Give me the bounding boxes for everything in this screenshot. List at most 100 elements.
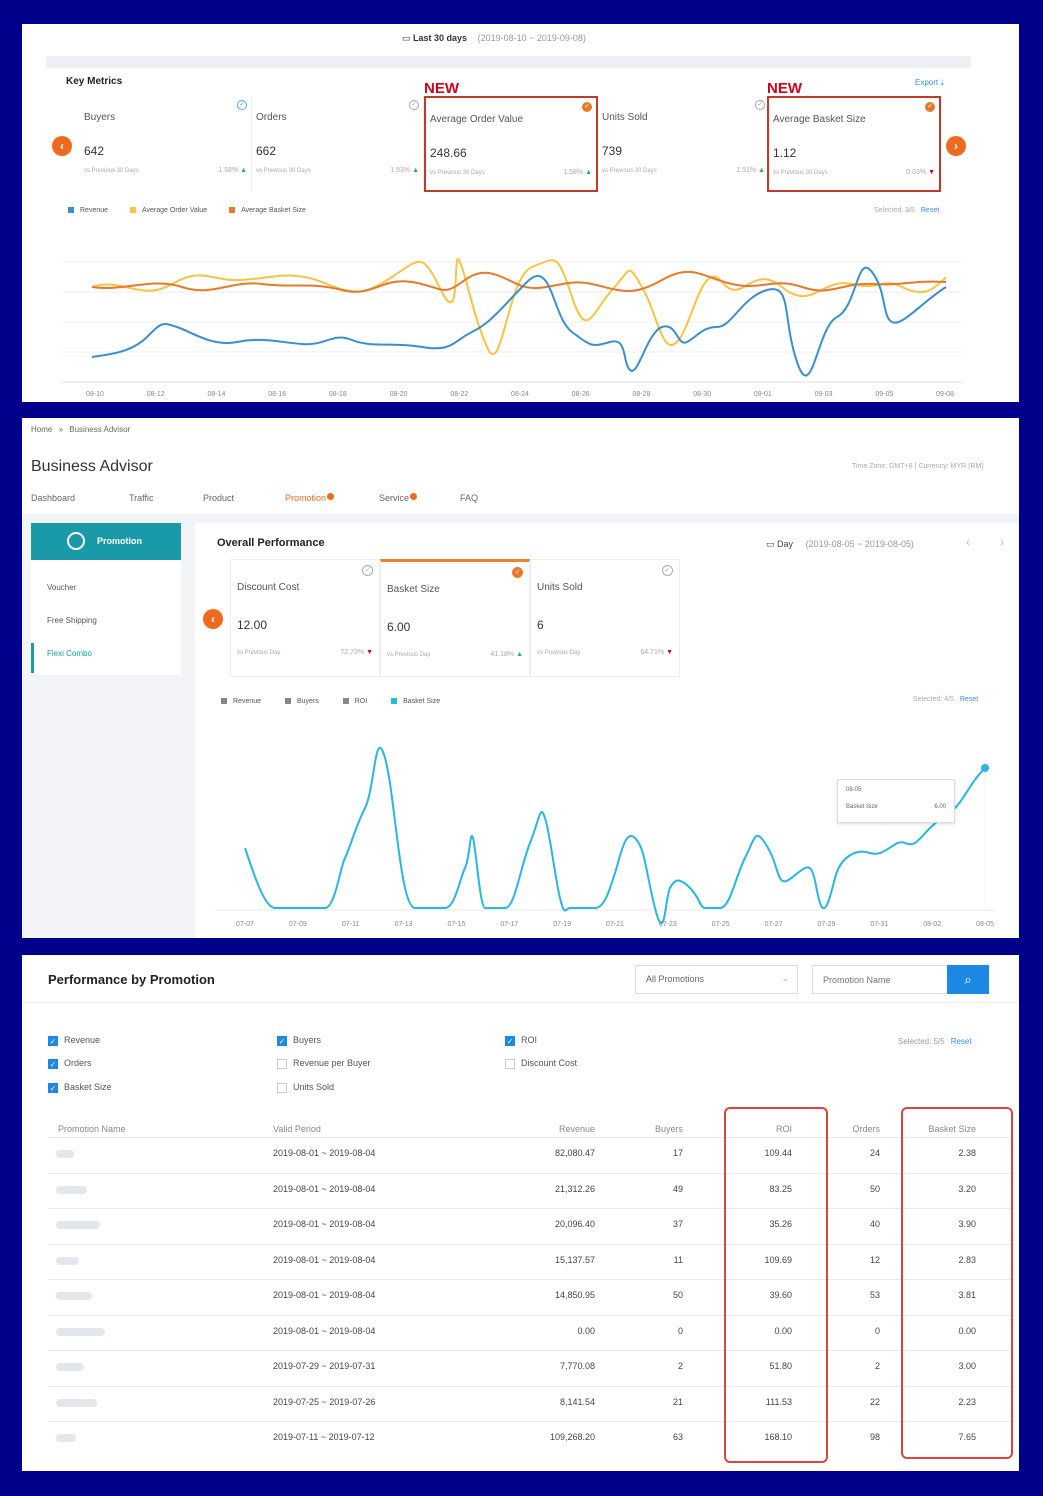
next-arrow-button[interactable]: › — [946, 136, 966, 156]
calendar-icon: ▭ — [766, 539, 775, 549]
check-icon[interactable]: ✓ — [755, 100, 765, 110]
promotion-name-search-input[interactable] — [812, 965, 948, 994]
cell-revenue: 21,312.26 — [554, 1183, 595, 1194]
next-period-icon[interactable]: › — [1000, 535, 1004, 549]
metric-card-average-basket-size[interactable]: ✓ Average Basket Size 1.12 vs Previous 3… — [767, 96, 941, 192]
up-arrow-icon: ▲ — [412, 167, 419, 174]
metric-name: Orders — [256, 112, 287, 123]
series-revenue — [91, 266, 947, 377]
tab-promotion[interactable]: Promotion — [285, 493, 335, 503]
checkbox-basket-size[interactable]: ✓ Basket Size — [48, 1082, 112, 1093]
checkbox-revenue-per-buyer[interactable]: Revenue per Buyer — [277, 1058, 371, 1069]
promotion-filter-select[interactable]: All Promotions ⌄ — [635, 965, 798, 994]
key-metrics-line-chart: 08-10 08-12 08-14 08-16 08-18 08-20 08-22 08-24… — [62, 258, 962, 398]
tab-service[interactable]: Service — [379, 493, 418, 503]
breadcrumb-current: Business Advisor — [69, 425, 131, 434]
cell-revenue: 0.00 — [577, 1325, 595, 1336]
check-icon[interactable]: ✓ — [512, 567, 523, 578]
cell-basket: 7.65 — [958, 1432, 976, 1442]
check-icon[interactable]: ✓ — [237, 100, 247, 110]
date-picker[interactable]: ▭ Last 30 days (2019-08-10 ~ 2019-09-08) — [402, 33, 586, 44]
series-basket-size — [244, 747, 986, 925]
check-icon[interactable]: ✓ — [362, 565, 373, 576]
metric-compare: vs Previous 30 Days — [84, 168, 139, 174]
column-header-valid-period: Valid Period — [273, 1124, 321, 1134]
breadcrumb-home[interactable]: Home — [31, 425, 53, 434]
check-icon[interactable]: ✓ — [925, 102, 935, 112]
cell-period: 2019-08-01 ~ 2019-08-04 — [273, 1325, 376, 1336]
notification-dot — [410, 493, 418, 500]
metric-card-units-sold[interactable]: ✓ Units Sold 739 vs Previous 30 Days 1.5… — [598, 96, 770, 192]
pct: 1.58% — [218, 167, 239, 174]
metric-card-orders[interactable]: ✓ Orders 662 vs Previous 30 Days 1.53% ▲ — [252, 96, 424, 192]
metric-card-discount-cost[interactable]: ✓ Discount Cost 12.00 vs Previous Day 72… — [230, 559, 380, 677]
check-icon[interactable]: ✓ — [662, 565, 673, 576]
x-tick-label: 07-29 — [817, 921, 835, 928]
checkbox-revenue[interactable]: ✓ Revenue — [48, 1035, 100, 1046]
x-tick-label: 07-27 — [765, 921, 783, 928]
prev-arrow-button[interactable]: ‹ — [52, 136, 72, 156]
x-tick-label: 07-31 — [870, 921, 888, 928]
export-link[interactable]: Export ⤓ — [915, 78, 944, 88]
checkbox-orders[interactable]: ✓ Orders — [48, 1058, 92, 1069]
legend-item-abs[interactable]: Average Basket Size — [229, 207, 306, 214]
sidebar-item-flexi-combo[interactable]: Flexi Combo — [47, 649, 92, 658]
metric-card-units-sold[interactable]: ✓ Units Sold 6 vs Previous Day 64.71% ▼ — [530, 559, 680, 677]
metric-name: Buyers — [84, 112, 116, 123]
redacted-promotion-name — [56, 1398, 97, 1407]
check-icon[interactable]: ✓ — [409, 100, 419, 110]
metric-compare: vs Previous Day — [387, 652, 431, 658]
metric-card-average-order-value[interactable]: ✓ Average Order Value 248.66 vs Previous… — [424, 96, 598, 192]
legend-swatch — [129, 207, 136, 214]
x-tick-label: 08-12 — [147, 391, 165, 398]
tab-faq[interactable]: FAQ — [460, 493, 479, 503]
tab-traffic[interactable]: Traffic — [129, 493, 154, 503]
reset-link[interactable]: Reset — [950, 1037, 972, 1046]
metric-card-buyers[interactable]: ✓ Buyers 642 vs Previous 30 Days 1.58% ▲ — [80, 96, 252, 192]
cell-basket: 3.90 — [958, 1219, 976, 1229]
cell-orders: 12 — [869, 1254, 880, 1265]
checkbox-icon — [277, 1058, 287, 1069]
reset-link[interactable]: Reset — [959, 696, 979, 703]
legend-item-roi[interactable]: ROI — [342, 698, 368, 705]
legend-item-aov[interactable]: Average Order Value — [129, 207, 207, 214]
highlight-basket-size-column — [901, 1107, 1013, 1459]
legend-label: ROI — [354, 698, 368, 705]
series-average-order-value — [91, 258, 947, 356]
series-average-basket-size — [91, 271, 947, 293]
legend-item-revenue[interactable]: Revenue — [221, 698, 261, 705]
redacted-promotion-name — [56, 1363, 84, 1371]
prev-arrow-button[interactable]: ‹ — [203, 609, 223, 629]
checkbox-roi[interactable]: ✓ ROI — [505, 1035, 537, 1046]
tab-dashboard[interactable]: Dashboard — [31, 493, 76, 503]
legend-item-basket-size[interactable]: Basket Size — [391, 698, 440, 705]
period-picker[interactable]: ▭ Day (2019-08-05 ~ 2019-08-05) — [766, 539, 914, 550]
pct: 1.51% — [736, 167, 757, 174]
x-tick-label: 08-10 — [86, 391, 104, 398]
selected-count: Selected: 3/5 Reset — [874, 207, 939, 214]
column-header-buyers: Buyers — [654, 1124, 683, 1134]
prev-period-icon[interactable]: ‹ — [966, 535, 970, 549]
sidebar-item-free-shipping[interactable]: Free Shipping — [47, 616, 97, 625]
legend-item-buyers[interactable]: Buyers — [284, 698, 319, 705]
search-button[interactable]: ⌕ — [947, 965, 989, 994]
reset-link[interactable]: Reset — [920, 207, 940, 214]
checkbox-buyers[interactable]: ✓ Buyers — [277, 1035, 321, 1046]
checkbox-discount-cost[interactable]: Discount Cost — [505, 1058, 577, 1069]
sidebar-header[interactable]: Promotion — [31, 523, 181, 560]
x-tick-label: 08-16 — [268, 391, 286, 398]
metric-card-basket-size[interactable]: ✓ Basket Size 6.00 vs Previous Day 41.18… — [380, 559, 530, 677]
metric-compare: vs Previous 30 Days — [773, 170, 828, 176]
check-icon[interactable]: ✓ — [582, 102, 592, 112]
sidebar-item-voucher[interactable]: Voucher — [47, 583, 77, 592]
section-title: Performance by Promotion — [48, 972, 215, 987]
tab-product[interactable]: Product — [203, 493, 235, 503]
legend-label: Revenue — [233, 698, 262, 705]
download-icon: ⤓ — [940, 78, 944, 87]
new-tag-abs: NEW — [767, 80, 802, 97]
legend-item-revenue[interactable]: Revenue — [68, 207, 108, 214]
cell-roi: 109.44 — [764, 1148, 792, 1158]
x-tick-label: 08-28 — [632, 391, 650, 398]
checkbox-units-sold[interactable]: Units Sold — [277, 1082, 334, 1093]
legend-label: Revenue — [80, 207, 109, 214]
